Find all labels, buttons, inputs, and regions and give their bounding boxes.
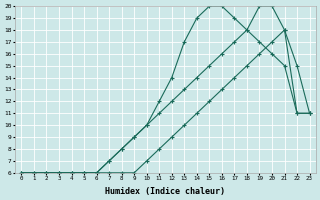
X-axis label: Humidex (Indice chaleur): Humidex (Indice chaleur): [106, 187, 226, 196]
